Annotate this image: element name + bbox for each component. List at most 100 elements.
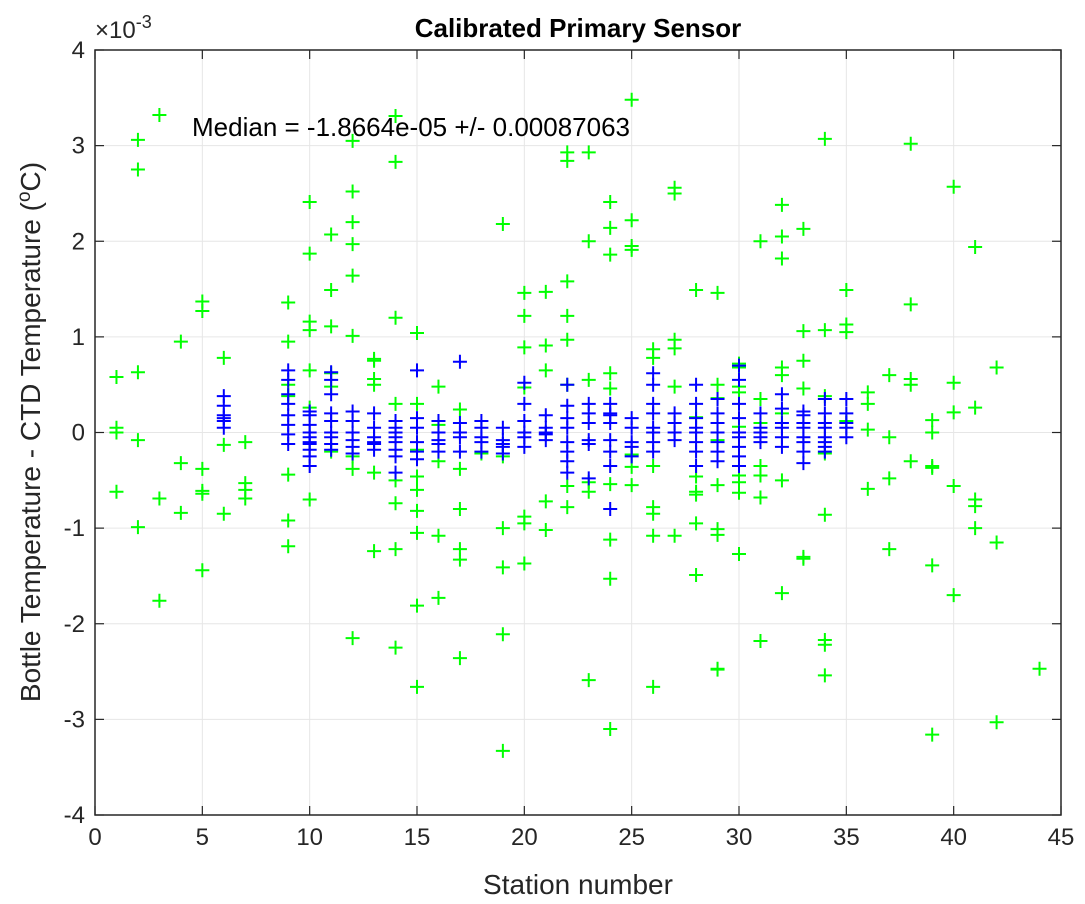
data-point-marker xyxy=(495,627,510,642)
data-point-marker xyxy=(774,586,789,601)
data-point-marker xyxy=(968,499,983,514)
data-point-marker xyxy=(946,479,961,494)
data-point-marker xyxy=(603,247,618,262)
data-point-marker xyxy=(689,444,704,459)
data-point-marker xyxy=(152,491,167,506)
data-point-marker xyxy=(581,372,596,387)
data-point-marker xyxy=(109,370,124,385)
data-point-marker xyxy=(410,326,424,341)
data-point-marker xyxy=(624,92,639,107)
data-point-marker xyxy=(925,727,940,742)
y-exponent-power: -3 xyxy=(136,12,152,32)
data-point-marker xyxy=(774,401,789,416)
data-point-marker xyxy=(860,422,875,437)
data-point-marker xyxy=(410,679,424,694)
data-point-marker xyxy=(817,131,832,146)
data-point-marker xyxy=(517,308,532,323)
data-point-marker xyxy=(388,108,403,123)
data-point-marker xyxy=(732,411,746,426)
data-point-marker xyxy=(517,285,532,300)
data-point-marker xyxy=(839,392,854,407)
y-tick-label: 1 xyxy=(72,324,85,351)
data-point-marker xyxy=(603,381,618,396)
data-point-marker xyxy=(517,396,532,411)
data-point-marker xyxy=(431,590,446,605)
data-point-marker xyxy=(689,458,704,473)
data-point-marker xyxy=(882,542,897,557)
data-point-marker xyxy=(732,358,746,373)
data-point-marker xyxy=(367,406,382,421)
data-point-marker xyxy=(689,377,704,392)
data-point-marker xyxy=(560,500,575,515)
data-point-marker xyxy=(345,184,360,199)
data-point-marker xyxy=(710,392,725,407)
data-point-marker xyxy=(710,377,725,392)
data-point-marker xyxy=(130,365,145,380)
data-point-marker xyxy=(732,372,746,387)
data-point-marker xyxy=(216,420,231,435)
data-point-marker xyxy=(603,502,618,516)
y-tick-label: 4 xyxy=(72,37,85,64)
data-point-marker xyxy=(603,458,618,473)
data-point-marker xyxy=(345,446,360,461)
data-point-marker xyxy=(216,350,231,365)
data-point-marker xyxy=(517,375,532,390)
data-point-marker xyxy=(388,542,403,557)
data-point-marker xyxy=(796,353,811,368)
data-point-marker xyxy=(281,436,296,451)
y-exponent-label: ×10-3 xyxy=(95,12,152,44)
data-point-marker xyxy=(560,308,575,323)
data-point-marker xyxy=(324,387,339,402)
data-point-marker xyxy=(281,372,296,387)
data-point-marker xyxy=(732,546,746,561)
data-point-marker xyxy=(109,484,124,499)
data-point-marker xyxy=(753,406,768,421)
data-point-marker xyxy=(774,197,789,212)
data-point-marker xyxy=(517,439,532,454)
data-point-marker xyxy=(324,319,339,334)
y-tick-label: -1 xyxy=(64,515,85,542)
data-point-marker xyxy=(710,454,725,469)
data-point-marker xyxy=(817,444,832,459)
data-point-marker xyxy=(367,353,382,368)
data-point-marker xyxy=(603,721,618,736)
data-point-marker xyxy=(324,283,339,298)
data-point-marker xyxy=(452,502,467,516)
data-point-marker xyxy=(152,108,167,123)
data-point-marker xyxy=(238,491,253,506)
data-point-marker xyxy=(474,444,489,459)
data-point-marker xyxy=(581,484,596,499)
data-point-marker xyxy=(646,377,661,392)
data-point-marker xyxy=(452,461,467,476)
data-point-marker xyxy=(882,471,897,486)
data-point-marker xyxy=(667,341,682,356)
data-point-marker xyxy=(925,558,940,573)
data-point-marker xyxy=(646,458,661,473)
data-point-marker xyxy=(345,268,360,283)
data-point-marker xyxy=(710,662,725,677)
data-point-marker xyxy=(968,521,983,536)
data-point-marker xyxy=(560,479,575,494)
grid-lines xyxy=(95,50,1061,815)
x-axis-title: Station number xyxy=(483,869,673,900)
data-point-marker xyxy=(410,525,424,540)
data-point-marker xyxy=(388,465,403,480)
data-point-marker xyxy=(538,284,553,299)
data-point-marker xyxy=(989,715,1004,730)
data-point-marker xyxy=(517,516,532,531)
x-tick-label: 15 xyxy=(404,824,431,851)
data-point-marker xyxy=(581,471,596,486)
data-point-marker xyxy=(195,563,210,578)
y-tick-label: 0 xyxy=(72,420,85,447)
data-point-marker xyxy=(989,360,1004,375)
data-point-marker xyxy=(388,396,403,411)
data-point-marker xyxy=(452,430,467,445)
data-point-marker xyxy=(774,473,789,488)
data-point-marker xyxy=(817,392,832,407)
data-point-marker xyxy=(388,154,403,169)
data-point-marker xyxy=(345,237,360,252)
data-point-marker xyxy=(946,375,961,390)
data-point-marker xyxy=(302,246,317,261)
y-axis-title-main: Bottle Temperature - CTD Temperature ( xyxy=(15,201,46,702)
